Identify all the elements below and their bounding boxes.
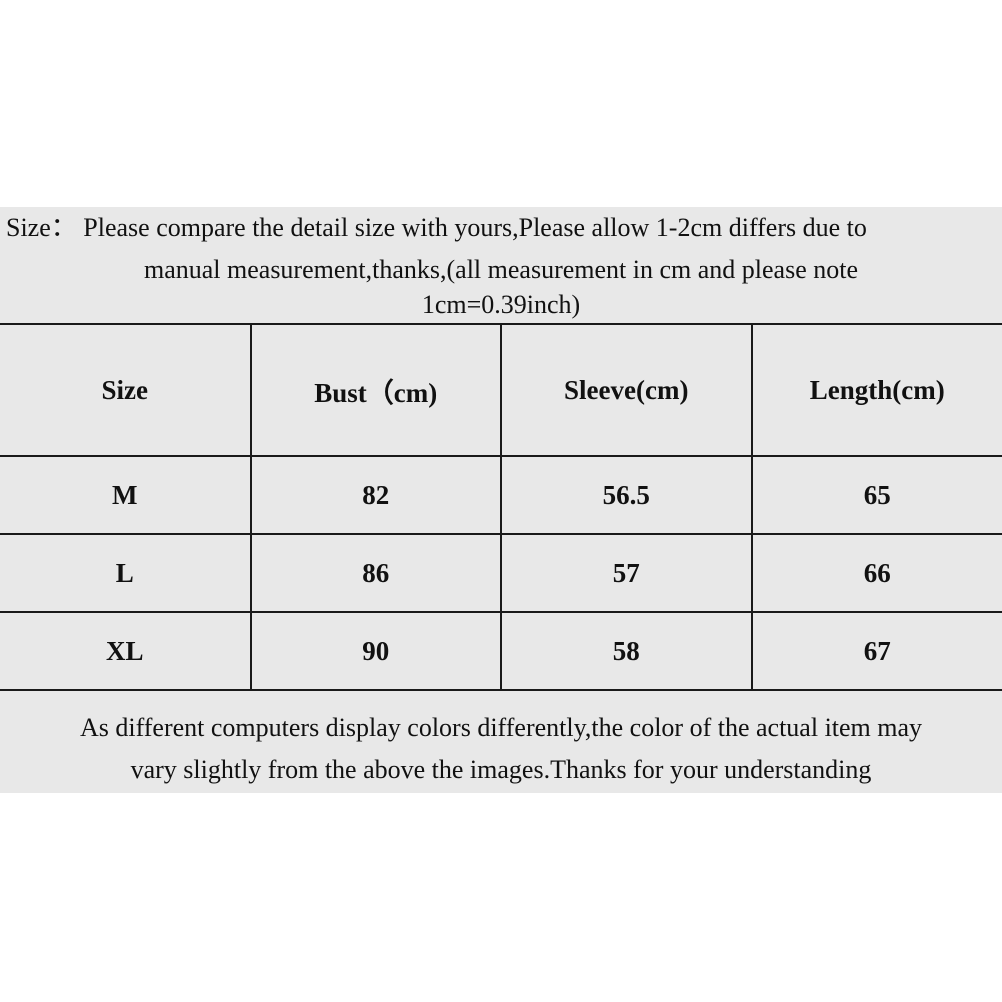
table-cell: M [0,455,252,535]
notice-line-1: Size： Please compare the detail size wit… [6,207,867,249]
notice-label: Size： [6,213,77,242]
size-chart-panel: Size： Please compare the detail size wit… [0,207,1002,793]
size-table: Size Bust（cm) Sleeve(cm) Length(cm) M 82… [0,323,1002,691]
notice-line-3: 1cm=0.39inch) [421,290,581,319]
table-cell: 65 [750,455,1002,535]
notice-line-2: manual measurement,thanks,(all measureme… [143,255,859,284]
disclaimer-line-2: vary slightly from the above the images.… [130,755,872,784]
size-notice: Size： Please compare the detail size wit… [0,207,1002,323]
table-cell: 86 [249,533,502,613]
table-cell: 56.5 [500,455,753,535]
notice-text: Please compare the detail size with your… [83,213,867,242]
table-cell: XL [0,611,252,691]
table-cell: L [0,533,252,613]
table-header-row: Size Bust（cm) Sleeve(cm) Length(cm) [0,323,1002,457]
table-row: L 86 57 66 [0,533,1002,613]
header-cell: Size [0,323,252,457]
table-cell: 67 [750,611,1002,691]
table-cell: 58 [500,611,753,691]
table-row: XL 90 58 67 [0,611,1002,691]
header-cell: Bust（cm) [249,323,502,457]
table-row: M 82 56.5 65 [0,455,1002,535]
disclaimer-line-1: As different computers display colors di… [79,713,923,742]
header-cell: Length(cm) [750,323,1002,457]
table-cell: 57 [500,533,753,613]
color-disclaimer: As different computers display colors di… [0,707,1002,791]
table-cell: 82 [249,455,502,535]
table-cell: 90 [249,611,502,691]
header-cell: Sleeve(cm) [500,323,753,457]
table-cell: 66 [750,533,1002,613]
